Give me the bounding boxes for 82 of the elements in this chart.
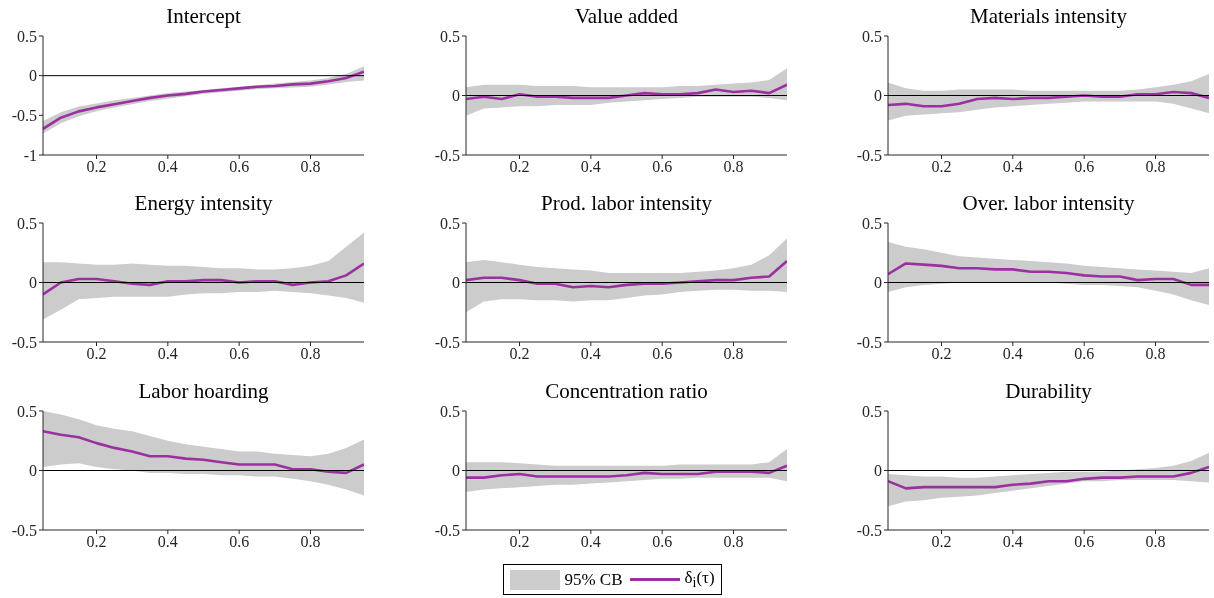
- x-tick-label: 0.2: [931, 533, 952, 551]
- line-series: [43, 429, 364, 475]
- y-tick-label: 0.5: [17, 214, 37, 232]
- chart-title: Concentration ratio: [544, 379, 709, 404]
- y-tick-label: 0.5: [17, 402, 37, 420]
- y-tick-label: 0.5: [440, 27, 460, 45]
- x-tick-label: 0.8: [300, 533, 321, 551]
- x-tick-label: 0.6: [652, 345, 673, 363]
- y-tick-label: 0: [452, 274, 460, 292]
- chart-title: Energy intensity: [133, 191, 274, 216]
- y-tick-label: -0.5: [11, 107, 37, 125]
- y-tick-label: -0.5: [856, 333, 882, 351]
- x-tick-label: 0.8: [300, 158, 321, 176]
- chart-title: Labor hoarding: [137, 379, 270, 404]
- y-tick-label: 0: [452, 87, 460, 105]
- x-tick-label: 0.8: [723, 158, 744, 176]
- line-series: [888, 465, 1209, 490]
- x-tick-label: 0.8: [300, 345, 321, 363]
- y-tick-label: 0.5: [440, 214, 460, 232]
- x-tick-label: 0.4: [157, 158, 178, 176]
- x-tick-label: 0.8: [1145, 158, 1166, 176]
- x-tick-label: 0.2: [509, 533, 530, 551]
- line-series: [888, 262, 1209, 287]
- x-tick-label: 0.6: [1074, 533, 1095, 551]
- x-tick-label: 0.6: [229, 533, 250, 551]
- chart-title: Materials intensity: [969, 4, 1128, 29]
- y-tick-label: -0.5: [434, 146, 460, 164]
- x-tick-label: 0.4: [580, 345, 601, 363]
- y-tick-label: 0.5: [17, 27, 37, 45]
- chart-title: Over. labor intensity: [961, 191, 1136, 216]
- y-tick-label: 0.5: [862, 214, 882, 232]
- x-tick-label: 0.4: [157, 533, 178, 551]
- x-tick-label: 0.8: [1145, 345, 1166, 363]
- chart-title: Prod. labor intensity: [540, 191, 713, 216]
- y-tick-label: 0: [874, 274, 882, 292]
- x-tick-label: 0.2: [509, 345, 530, 363]
- line-series: [466, 259, 787, 289]
- x-tick-label: 0.8: [723, 345, 744, 363]
- y-tick-label: 0: [29, 462, 37, 480]
- x-tick-label: 0.6: [652, 158, 673, 176]
- x-tick-label: 0.2: [931, 158, 952, 176]
- line-series: [466, 464, 787, 479]
- x-tick-label: 0.6: [229, 345, 250, 363]
- x-tick-label: 0.4: [157, 345, 178, 363]
- x-tick-label: 0.6: [1074, 345, 1095, 363]
- y-tick-label: 0.5: [862, 402, 882, 420]
- x-tick-label: 0.4: [580, 533, 601, 551]
- y-tick-label: 0.5: [862, 27, 882, 45]
- y-tick-label: -1: [23, 146, 37, 164]
- x-tick-label: 0.8: [1145, 533, 1166, 551]
- y-tick-label: -0.5: [434, 333, 460, 351]
- x-tick-label: 0.2: [931, 345, 952, 363]
- y-tick-label: -0.5: [11, 333, 37, 351]
- y-tick-label: 0: [29, 274, 37, 292]
- line-series: [466, 83, 787, 101]
- y-tick-label: 0: [29, 67, 37, 85]
- text: 95% CB: [564, 569, 623, 590]
- x-tick-label: 0.2: [509, 158, 530, 176]
- x-tick-label: 0.4: [1002, 158, 1023, 176]
- x-tick-label: 0.4: [580, 158, 601, 176]
- line-series: [888, 90, 1209, 108]
- y-tick-label: 0: [874, 462, 882, 480]
- y-tick-label: 0: [452, 462, 460, 480]
- chart-title: Durability: [1004, 379, 1093, 404]
- y-tick-label: 0: [874, 87, 882, 105]
- y-tick-label: 0.5: [440, 402, 460, 420]
- x-tick-label: 0.2: [86, 533, 107, 551]
- x-tick-label: 0.6: [1074, 158, 1095, 176]
- y-tick-label: -0.5: [856, 521, 882, 539]
- x-tick-label: 0.2: [86, 158, 107, 176]
- x-tick-label: 0.6: [229, 158, 250, 176]
- y-tick-label: -0.5: [11, 521, 37, 539]
- chart-title: Intercept: [165, 4, 242, 29]
- x-tick-label: 0.4: [1002, 345, 1023, 363]
- legend-label: δ$_{i}$(τ): [684, 568, 715, 592]
- y-tick-label: -0.5: [856, 146, 882, 164]
- x-tick-label: 0.6: [652, 533, 673, 551]
- y-tick-label: -0.5: [434, 521, 460, 539]
- x-tick-label: 0.8: [723, 533, 744, 551]
- x-tick-label: 0.2: [86, 345, 107, 363]
- x-tick-label: 0.4: [1002, 533, 1023, 551]
- chart-title: Value added: [573, 4, 680, 29]
